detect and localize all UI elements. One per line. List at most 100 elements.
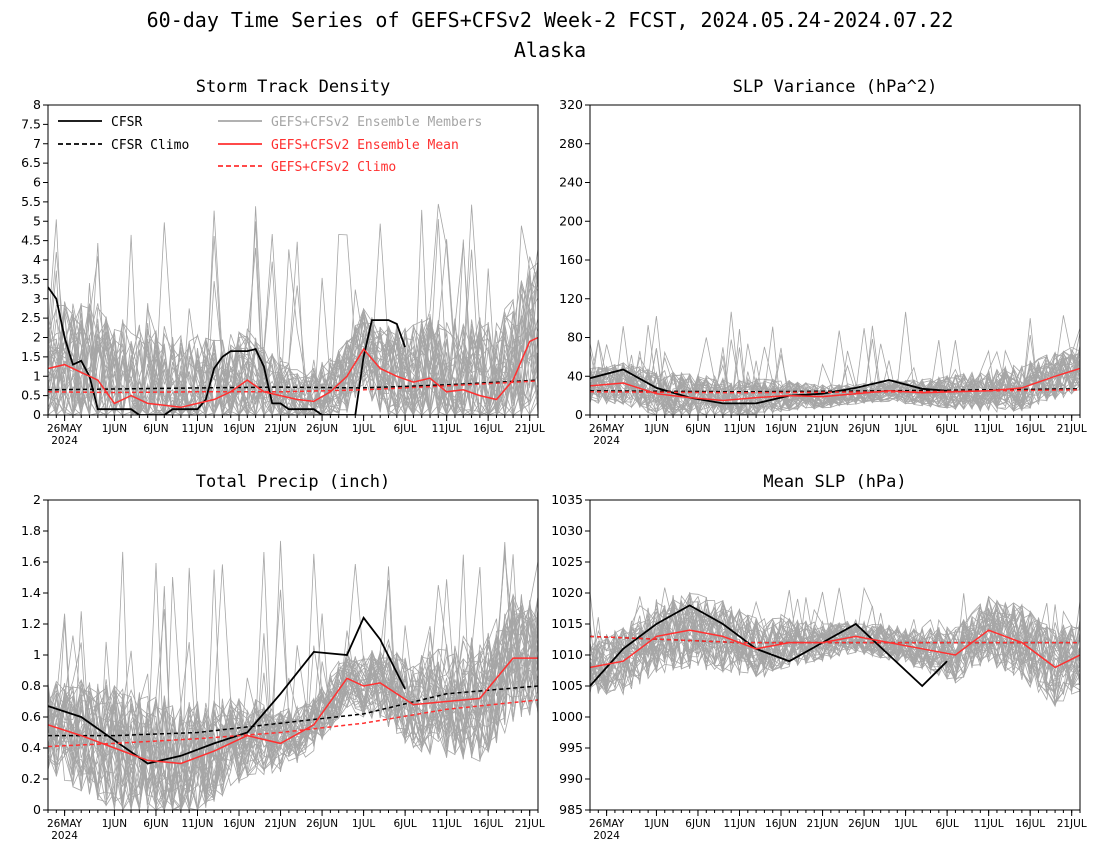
y-tick-label: 1010: [551, 647, 583, 662]
x-tick-label: 16JUL: [1015, 423, 1045, 435]
ensemble-member-line: [48, 596, 538, 810]
chart-title: SLP Variance (hPa^2): [733, 77, 938, 97]
y-tick-label: 0.4: [21, 740, 41, 755]
y-tick-label: 0.2: [21, 771, 41, 786]
x-tick-label: 1JUL: [352, 818, 375, 830]
legend-label: GEFS+CFSv2 Ensemble Members: [271, 115, 482, 130]
x-tick-label: 1JUN: [644, 818, 669, 830]
x-tick-label: 6JUL: [393, 423, 416, 435]
y-tick-label: 0.5: [21, 388, 41, 403]
legend: CFSR CFSR Climo GEFS+CFSv2 Ensemble Member…: [58, 115, 482, 175]
y-tick-label: 280: [559, 136, 583, 151]
series-obs-climo: [590, 388, 1080, 393]
y-tick-label: 320: [559, 97, 583, 112]
x-tick-label: 21JUL: [1057, 818, 1087, 830]
x-tick-label: 26JUN: [848, 423, 880, 435]
series-obs: [590, 604, 948, 688]
x-tick-label: 16JUL: [473, 818, 503, 830]
legend-label: CFSR: [111, 115, 142, 130]
y-tick-label: 4.5: [21, 233, 41, 248]
legend-label: CFSR Climo: [111, 138, 189, 153]
y-tick-label: 0: [33, 407, 41, 422]
plot-frame: [589, 104, 1081, 416]
y-tick-label: 1030: [551, 523, 583, 538]
ensemble-member-line: [590, 602, 1080, 707]
y-tick-label: 2: [33, 492, 41, 507]
ensemble-member-line: [590, 315, 1080, 415]
y-tick-label: 2: [33, 330, 41, 345]
y-tick-label: 5: [33, 213, 41, 228]
x-tick-label: 21JUN: [807, 818, 839, 830]
series-obs: [48, 286, 406, 415]
y-tick-label: 1035: [551, 492, 583, 507]
figure-subtitle: Alaska: [514, 38, 586, 62]
x-tick-label: 11JUN: [723, 423, 755, 435]
ensemble-member-line: [48, 282, 538, 415]
y-tick-label: 1.5: [21, 349, 41, 364]
x-tick-label: 6JUL: [935, 423, 958, 435]
y-tick-label: 995: [559, 740, 583, 755]
x-tick-label: 11JUN: [723, 818, 755, 830]
x-tick-label: 16JUN: [765, 423, 797, 435]
chart-title: Mean SLP (hPa): [763, 472, 906, 492]
x-tick-label: 11JUL: [432, 818, 462, 830]
x-year-label: 2024: [593, 830, 620, 842]
chart-panels: Storm Track Density 0 0.5 1 1.5 2 2.5 3 3.5 4 4.5 5…: [21, 77, 1087, 842]
series-model-climo: [590, 389, 1080, 394]
ensemble-members: [48, 540, 538, 810]
x-tick-label: 16JUN: [765, 818, 797, 830]
x-tick-label: 16JUN: [223, 818, 255, 830]
x-tick-label: 21JUL: [515, 818, 545, 830]
x-tick-label: 26MAY: [589, 818, 625, 830]
chart-panel-1: Storm Track Density 0 0.5 1 1.5 2 2.5 3 3.5 4 4.5 5…: [21, 77, 545, 447]
x-tick-label: 1JUN: [644, 423, 669, 435]
ensemble-member-line: [590, 352, 1080, 415]
y-tick-label: 3: [33, 291, 41, 306]
series-model-climo: [48, 380, 538, 394]
x-tick-label: 16JUN: [223, 423, 255, 435]
ensemble-member-line: [590, 348, 1080, 415]
chart-panel-4: Mean SLP (hPa) 985 990 995 1000 1005 1010 1015 1…: [551, 472, 1087, 842]
chart-panel-2: SLP Variance (hPa^2) 0 40 80 120 160 200 240 280…: [559, 77, 1087, 447]
x-tick-label: 1JUN: [102, 818, 127, 830]
x-tick-label: 16JUL: [473, 423, 503, 435]
x-year-label: 2024: [51, 435, 78, 447]
series-ens-mean: [48, 336, 538, 409]
y-tick-label: 990: [559, 771, 583, 786]
ensemble-member-line: [48, 219, 538, 415]
y-tick-label: 1025: [551, 554, 583, 569]
x-tick-label: 26JUN: [306, 423, 338, 435]
series-obs-climo: [48, 379, 538, 391]
y-tick-label: 40: [567, 368, 583, 383]
y-tick-label: 7: [33, 136, 41, 151]
y-tick-label: 200: [559, 213, 583, 228]
chart-title: Storm Track Density: [196, 77, 390, 97]
ensemble-member-line: [590, 363, 1080, 415]
x-tick-label: 26MAY: [589, 423, 625, 435]
x-tick-label: 6JUL: [393, 818, 416, 830]
x-year-label: 2024: [593, 435, 620, 447]
y-tick-label: 1: [33, 647, 41, 662]
y-tick-label: 7.5: [21, 116, 41, 131]
y-tick-label: 985: [559, 802, 583, 817]
y-tick-label: 4: [33, 252, 41, 267]
x-tick-label: 26JUN: [306, 818, 338, 830]
x-tick-label: 11JUN: [181, 423, 213, 435]
ensemble-member-line: [48, 303, 538, 415]
x-tick-label: 6JUN: [143, 423, 168, 435]
x-tick-label: 11JUL: [974, 818, 1004, 830]
x-tick-label: 11JUL: [974, 423, 1004, 435]
y-tick-label: 2.5: [21, 310, 41, 325]
ensemble-member-line: [590, 593, 1080, 689]
y-tick-label: 1015: [551, 616, 583, 631]
y-tick-label: 0: [575, 407, 583, 422]
ensemble-member-line: [48, 586, 538, 809]
y-tick-label: 0.6: [21, 709, 41, 724]
ensemble-member-line: [48, 549, 538, 805]
y-tick-label: 240: [559, 175, 583, 190]
y-tick-label: 8: [33, 97, 41, 112]
series-ens-mean: [590, 367, 1080, 402]
ensemble-member-line: [590, 362, 1080, 415]
series-obs: [48, 616, 406, 765]
x-tick-label: 6JUN: [685, 423, 710, 435]
